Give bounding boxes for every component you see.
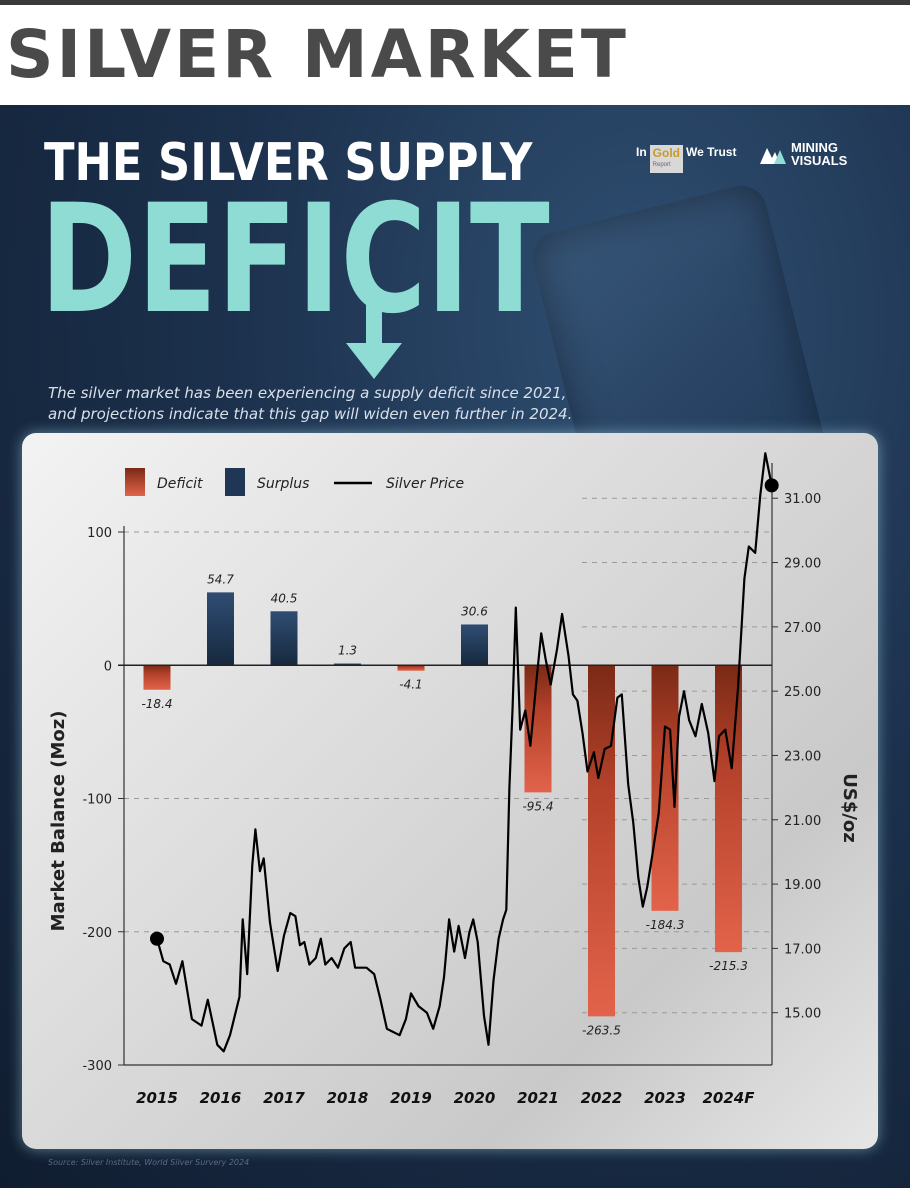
logo-gold: Gold [652, 146, 680, 160]
tick-label-left: -200 [82, 926, 112, 941]
tick-label-right: 23.00 [784, 749, 821, 764]
poster-title-accent: DEFICIT [40, 173, 550, 347]
mining-visuals-mark-icon [760, 148, 786, 164]
bars [143, 592, 742, 1017]
bar-value-label: -263.5 [582, 1023, 621, 1037]
tick-label-right: 19.00 [784, 878, 821, 893]
logo-mining-line1: MINING [791, 140, 838, 155]
bar-value-label: -95.4 [522, 799, 553, 813]
surplus-bar [270, 611, 298, 666]
bar-value-label: -4.1 [399, 678, 422, 692]
tick-label-x: 2023 [644, 1089, 686, 1107]
tick-label-right: 25.00 [784, 685, 821, 700]
tick-label-left: 0 [104, 659, 112, 674]
tick-label-x: 2020 [454, 1089, 496, 1107]
labels: 100 0 -100 -200 -300 31.00 29.00 27.00 25.00 23.0… [82, 492, 821, 1107]
legend-surplus-label: Surplus [257, 476, 309, 492]
price-end-marker [764, 478, 779, 493]
page-heading: SILVER MARKET [6, 16, 629, 93]
tick-label-x: 2024F [703, 1089, 756, 1107]
tick-label-right: 17.00 [784, 942, 821, 957]
price-start-marker [150, 931, 164, 946]
legend: Deficit Surplus Silver Price [125, 468, 464, 496]
bar-value-label: -184.3 [646, 918, 685, 932]
surplus-bar [334, 663, 361, 666]
tick-label-right: 15.00 [784, 1007, 821, 1022]
chart-panel: 100 0 -100 -200 -300 31.00 29.00 27.00 25.00 23.0… [22, 433, 878, 1149]
tick-label-right: 21.00 [784, 814, 821, 829]
logo-in: In [636, 145, 647, 159]
legend-surplus-swatch [225, 468, 245, 496]
mining-visuals-text: MINING VISUALS [791, 141, 847, 167]
mining-visuals-logo: MINING VISUALS [760, 141, 847, 167]
down-arrow-icon [346, 291, 402, 379]
subtitle-line-2: and projections indicate that this gap w… [48, 405, 573, 423]
deficit-bar [588, 665, 615, 1017]
top-rule [0, 0, 910, 5]
price-line-layer [150, 452, 779, 1053]
tick-label-right: 31.00 [784, 492, 821, 507]
tick-label-left: 100 [87, 526, 112, 541]
logo-gold-box: Gold Report [649, 145, 683, 173]
tick-label-x: 2022 [581, 1089, 623, 1107]
subtitle-line-1: The silver market has been experiencing … [48, 384, 567, 402]
tick-label-x: 2019 [390, 1089, 432, 1107]
tick-label-x: 2016 [200, 1089, 242, 1107]
bar-value-label: 30.6 [461, 604, 488, 618]
in-gold-we-trust-logo: In Gold Report We Trust [636, 145, 736, 173]
silver-price-line [155, 452, 773, 1053]
deficit-bar [397, 665, 425, 671]
tick-label-right: 29.00 [784, 557, 821, 572]
logo-we-trust: We Trust [686, 145, 737, 159]
tick-label-left: -100 [82, 793, 112, 808]
bar-value-label: 1.3 [338, 644, 357, 658]
tick-label-x: 2015 [136, 1089, 178, 1107]
logo-report: Report [652, 162, 671, 168]
bar-value-label: 54.7 [207, 572, 234, 586]
surplus-bar [207, 592, 234, 666]
poster-subtitle: The silver market has been experiencing … [48, 383, 648, 425]
logo-mining-line2: VISUALS [791, 153, 848, 168]
bar-value-label: 40.5 [271, 591, 298, 605]
axes [118, 463, 778, 1066]
bar-value-label: -215.3 [709, 959, 748, 973]
tick-label-x: 2017 [263, 1089, 305, 1107]
bar-value-label: -18.4 [141, 697, 172, 711]
y-axis-title-left: Market Balance (Moz) [48, 711, 69, 932]
y-axis-title-right: US$/oz [839, 773, 860, 843]
surplus-bar [461, 624, 488, 666]
legend-deficit-swatch [125, 468, 145, 496]
deficit-bar [143, 665, 171, 690]
market-balance-chart: 100 0 -100 -200 -300 31.00 29.00 27.00 25.00 23.0… [48, 452, 860, 1107]
tick-label-right: 27.00 [784, 621, 821, 636]
legend-price-label: Silver Price [386, 476, 464, 492]
legend-deficit-label: Deficit [157, 476, 203, 492]
tick-label-x: 2018 [327, 1089, 369, 1107]
tick-label-left: -300 [82, 1059, 112, 1074]
deficit-bar [715, 665, 742, 953]
source-note: Source: Silver Institute, World Silver S… [48, 1158, 250, 1167]
tick-label-x: 2021 [517, 1089, 559, 1107]
poster-title: THE SILVER SUPPLY [44, 133, 533, 193]
infographic-poster: THE SILVER SUPPLY DEFICIT The silver mar… [0, 105, 910, 1188]
